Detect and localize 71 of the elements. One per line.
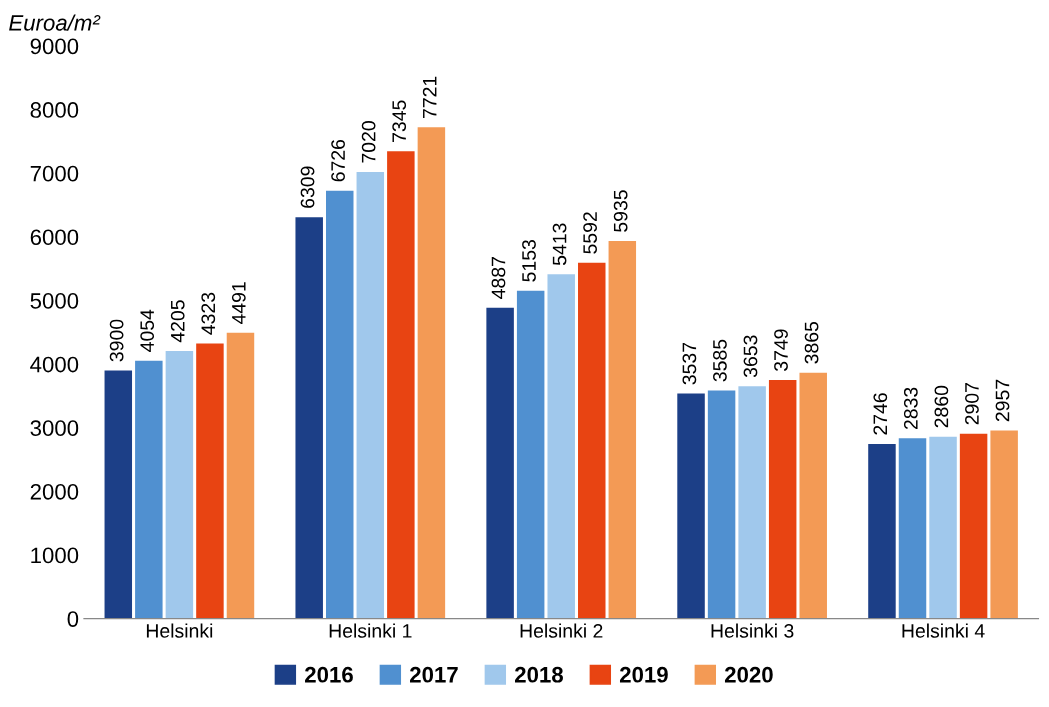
y-tick-label: 9000 [30, 38, 79, 55]
y-tick-label: 7000 [30, 165, 79, 182]
legend-label: 2020 [724, 666, 773, 683]
bar [356, 171, 385, 619]
x-tick-label: Helsinki 3 [711, 623, 794, 638]
data-label: 2957 [995, 379, 1010, 422]
bar [165, 351, 194, 619]
data-label: 3900 [109, 319, 124, 362]
data-label: 5413 [552, 223, 567, 266]
bar [295, 217, 323, 619]
y-tick-label: 2000 [30, 483, 79, 500]
bar [990, 430, 1018, 619]
data-label: 4887 [491, 257, 506, 299]
y-tick-label: 0 [67, 611, 79, 627]
bar [516, 290, 545, 619]
data-label: 7020 [361, 121, 376, 163]
data-label: 3585 [713, 339, 727, 382]
bar [608, 240, 637, 619]
x-tick-label: Helsinki 2 [520, 623, 603, 638]
data-label: 5153 [522, 240, 536, 282]
bar [959, 433, 988, 619]
y-tick-label: 8000 [30, 102, 79, 118]
y-tick-label: 5000 [30, 293, 79, 309]
bar [868, 443, 896, 619]
data-label: 4205 [170, 300, 185, 343]
legend-label: 2019 [619, 666, 668, 683]
data-label: 3537 [682, 342, 697, 385]
data-label: 2833 [903, 387, 918, 430]
bar [486, 307, 514, 619]
bar [326, 190, 354, 619]
y-tick-label: 4000 [30, 356, 79, 373]
data-label: 5935 [613, 190, 628, 232]
bar [898, 438, 927, 619]
data-label: 5592 [583, 212, 597, 254]
legend-label: 2016 [305, 666, 353, 683]
legend-label: 2017 [410, 666, 458, 683]
bar [135, 360, 163, 619]
data-label: 4491 [231, 282, 246, 325]
data-label: 6309 [300, 166, 315, 208]
data-label: 3749 [774, 329, 788, 371]
data-label: 6726 [331, 139, 345, 182]
bar [226, 332, 255, 619]
bar [196, 343, 224, 619]
bar [707, 390, 736, 619]
bar [799, 372, 827, 619]
data-label: 2860 [934, 385, 949, 428]
data-label: 2907 [965, 383, 979, 425]
bar [417, 127, 446, 619]
bar [104, 370, 133, 619]
y-tick-label: 6000 [30, 229, 79, 246]
y-axis-title: Euroa/m² [9, 14, 101, 31]
bar [387, 151, 415, 619]
y-tick-label: 1000 [31, 547, 79, 564]
data-label: 7721 [422, 76, 437, 119]
data-label: 7345 [392, 100, 407, 142]
bar [738, 386, 766, 619]
data-label: 4054 [140, 309, 155, 352]
x-tick-label: Helsinki 4 [902, 623, 985, 638]
data-label: 4323 [201, 292, 216, 335]
bar [677, 393, 705, 619]
x-tick-label: Helsinki 1 [329, 623, 412, 638]
bar [929, 436, 957, 619]
bar [578, 262, 606, 619]
data-label: 3653 [743, 335, 758, 378]
data-label: 2746 [873, 393, 888, 435]
legend-label: 2018 [515, 666, 563, 683]
y-tick-label: 3000 [30, 420, 79, 437]
data-label: 3865 [804, 321, 819, 364]
bar [547, 274, 575, 619]
bar [768, 380, 797, 619]
x-tick-label: Helsinki [146, 623, 213, 638]
